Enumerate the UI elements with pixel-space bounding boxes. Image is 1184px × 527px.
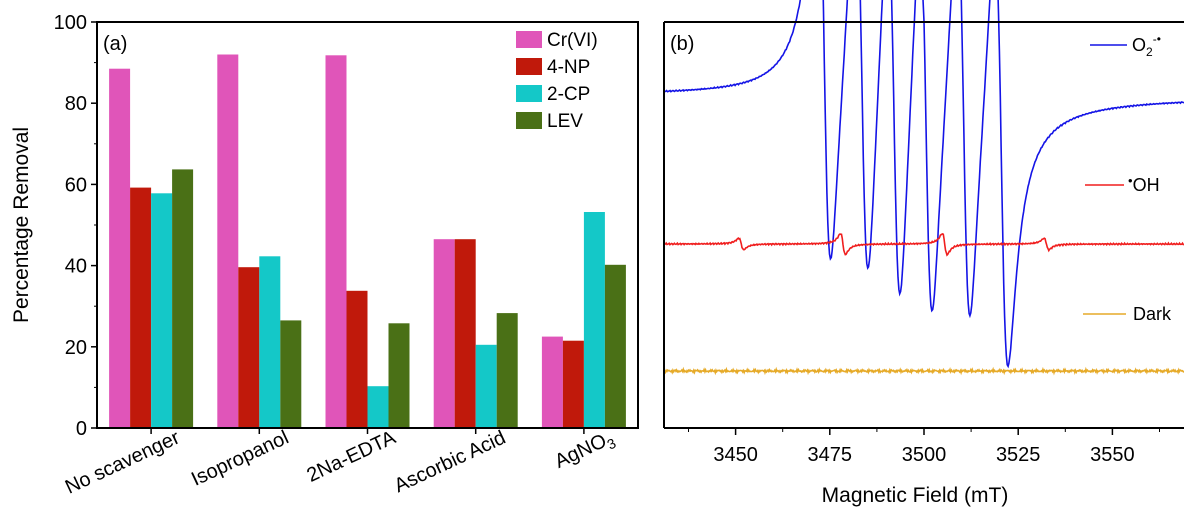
trace-dark bbox=[663, 366, 1184, 376]
legend-label: 4-NP bbox=[547, 57, 590, 78]
y-tick-label: 60 bbox=[65, 174, 87, 196]
x-axis-a bbox=[150, 428, 585, 434]
bar bbox=[325, 55, 347, 429]
bar bbox=[172, 169, 194, 428]
category-label: Ascorbic Acid bbox=[391, 427, 509, 498]
legend-label: LEV bbox=[547, 111, 583, 132]
trace-superoxide bbox=[664, 0, 1184, 369]
x-axis-title-b: Magnetic Field (mT) bbox=[822, 484, 1009, 507]
y-axis-a: 0 20 40 60 80 100 bbox=[54, 12, 97, 440]
bar-group-a bbox=[109, 54, 626, 429]
bar bbox=[346, 290, 368, 428]
legend-label: •OH bbox=[1128, 173, 1160, 195]
bar bbox=[217, 54, 239, 428]
bar bbox=[109, 68, 131, 428]
y-tick-label: 100 bbox=[54, 12, 87, 34]
bar bbox=[433, 239, 455, 428]
x-axis-b: 3450 3475 3500 3525 3550 bbox=[687, 428, 1161, 466]
bar bbox=[388, 323, 410, 428]
y-axis-title-a: Percentage Removal bbox=[10, 127, 33, 323]
category-label: Isopropanol bbox=[188, 427, 292, 491]
legend-swatch bbox=[516, 58, 542, 75]
panel-b: 3450 3475 3500 3525 3550 (b) Magnetic Field … bbox=[663, 0, 1184, 507]
bar bbox=[562, 340, 584, 428]
panel-label-b: (b) bbox=[670, 33, 694, 55]
bar bbox=[130, 187, 152, 428]
legend-swatch bbox=[516, 112, 542, 129]
bar bbox=[367, 386, 389, 428]
legend-label: Dark bbox=[1133, 304, 1172, 324]
x-tick-label: 3500 bbox=[902, 444, 947, 466]
category-label: AgNO3 bbox=[551, 427, 618, 476]
y-tick-label: 20 bbox=[65, 337, 87, 359]
bar bbox=[280, 320, 302, 428]
bar bbox=[604, 264, 626, 428]
x-tick-label: 3475 bbox=[808, 444, 853, 466]
x-tick-label: 3525 bbox=[996, 444, 1041, 466]
legend-label: 2-CP bbox=[547, 84, 590, 105]
category-labels-a: No scavenger Isopropanol 2Na-EDTA Ascorb… bbox=[62, 426, 619, 498]
legend-label: O2-• bbox=[1132, 32, 1161, 59]
bar bbox=[151, 193, 173, 428]
bar bbox=[238, 267, 260, 428]
legend-swatch bbox=[516, 85, 542, 102]
y-tick-label: 40 bbox=[65, 256, 87, 278]
bar bbox=[454, 239, 476, 428]
y-tick-label: 80 bbox=[65, 93, 87, 115]
bar bbox=[583, 212, 605, 428]
trace-hydroxyl bbox=[664, 233, 1184, 257]
y-tick-label: 0 bbox=[76, 418, 87, 440]
panel-label-a: (a) bbox=[103, 33, 127, 55]
bar bbox=[475, 344, 497, 428]
legend-b: O2-• •OH Dark bbox=[1083, 32, 1172, 324]
x-tick-label: 3450 bbox=[713, 444, 758, 466]
legend-label: Cr(VI) bbox=[547, 30, 598, 51]
legend-swatch bbox=[516, 31, 542, 48]
bar bbox=[541, 336, 563, 428]
x-tick-label: 3550 bbox=[1090, 444, 1135, 466]
bar bbox=[496, 313, 518, 428]
category-label: 2Na-EDTA bbox=[304, 426, 400, 486]
bar bbox=[259, 256, 281, 428]
panel-a: 0 20 40 60 80 100 (a) Percentage Removal No s… bbox=[10, 12, 639, 499]
legend-a: Cr(VI) 4-NP 2-CP LEV bbox=[516, 30, 598, 132]
trace-group-b bbox=[663, 0, 1184, 376]
